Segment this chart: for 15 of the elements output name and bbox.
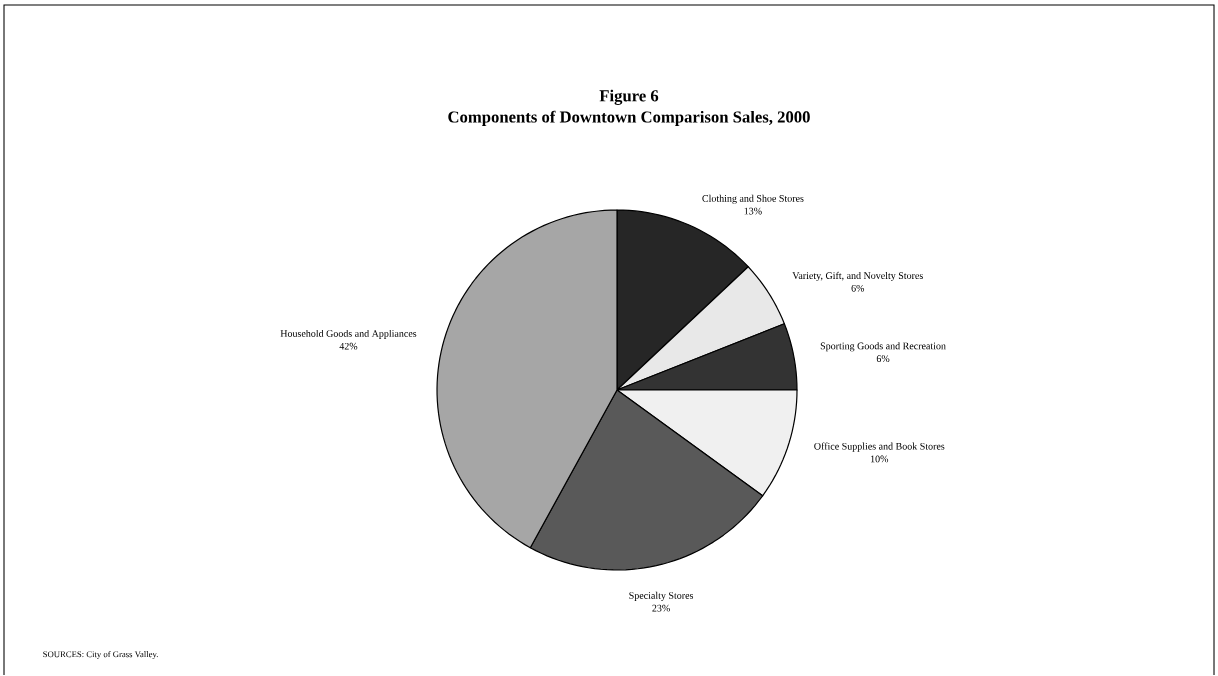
slice-label: Sporting Goods and Recreation (820, 342, 946, 352)
slice-label: Variety, Gift, and Novelty Stores (792, 272, 923, 282)
data-label: 10% (871, 455, 889, 463)
slice-label: Clothing and Shoe Stores (702, 194, 804, 205)
slice-label: Household Goods and Appliances (280, 330, 417, 340)
data-label: 23% (652, 605, 670, 612)
data-label: 6% (851, 285, 865, 292)
source-note: SOURCES: City of Grass Valley. (43, 651, 158, 660)
chart-subtitle: Components of Downtown Comparison Sales, 2000 (448, 110, 810, 127)
chart-title: Figure 6 (599, 89, 659, 106)
data-label: 42% (339, 343, 358, 350)
data-label: 13% (744, 207, 762, 215)
slice-label: Specialty Stores (629, 592, 694, 602)
data-label: 6% (876, 355, 890, 363)
slice-label: Office Supplies and Book Stores (814, 442, 945, 452)
